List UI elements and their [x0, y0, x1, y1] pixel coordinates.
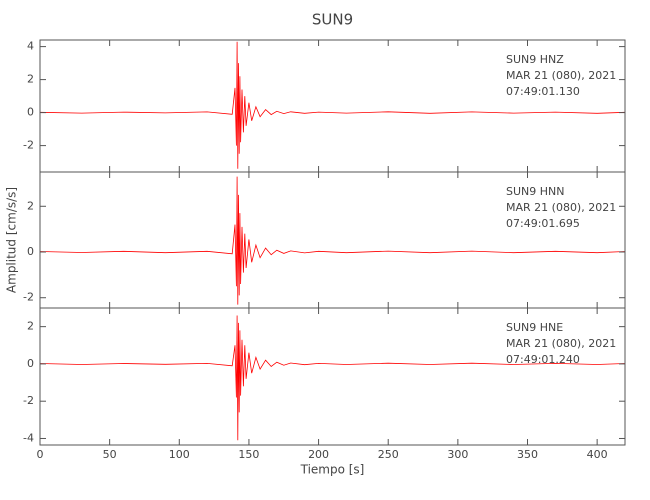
- y-tick-label: -4: [23, 431, 34, 444]
- x-tick-label: 200: [308, 448, 329, 461]
- y-tick-label: 0: [27, 357, 34, 370]
- x-tick-label: 150: [238, 448, 259, 461]
- annotation: SUN9 HNZ: [506, 53, 564, 66]
- annotation: 07:49:01.240: [506, 353, 580, 366]
- x-tick-label: 300: [447, 448, 468, 461]
- y-tick-label: 2: [27, 73, 34, 86]
- x-tick-label: 0: [37, 448, 44, 461]
- annotation: SUN9 HNN: [506, 185, 565, 198]
- annotation: MAR 21 (080), 2021: [506, 201, 616, 214]
- x-tick-label: 350: [517, 448, 538, 461]
- y-tick-label: -2: [23, 394, 34, 407]
- waveform: [39, 315, 626, 441]
- y-axis-label: Amplitud [cm/s/s]: [5, 187, 19, 293]
- x-axis-label: Tiempo [s]: [300, 463, 365, 477]
- y-tick-label: -2: [23, 291, 34, 304]
- annotation: SUN9 HNE: [506, 321, 563, 334]
- x-tick-label: 50: [103, 448, 117, 461]
- y-tick-label: -2: [23, 139, 34, 152]
- x-tick-label: 250: [378, 448, 399, 461]
- waveform: [39, 41, 626, 169]
- annotation: MAR 21 (080), 2021: [506, 69, 616, 82]
- y-tick-label: 0: [27, 245, 34, 258]
- y-tick-label: 4: [27, 40, 34, 53]
- panel-frame: [39, 307, 626, 446]
- waveform: [39, 176, 626, 305]
- y-tick-label: 0: [27, 106, 34, 119]
- annotation: 07:49:01.695: [506, 217, 580, 230]
- x-tick-label: 400: [587, 448, 608, 461]
- x-tick-label: 100: [169, 448, 190, 461]
- annotation: 07:49:01.130: [506, 85, 580, 98]
- y-tick-label: 2: [27, 320, 34, 333]
- annotation: MAR 21 (080), 2021: [506, 337, 616, 350]
- y-tick-label: 2: [27, 199, 34, 212]
- chart-title: SUN9: [312, 11, 353, 29]
